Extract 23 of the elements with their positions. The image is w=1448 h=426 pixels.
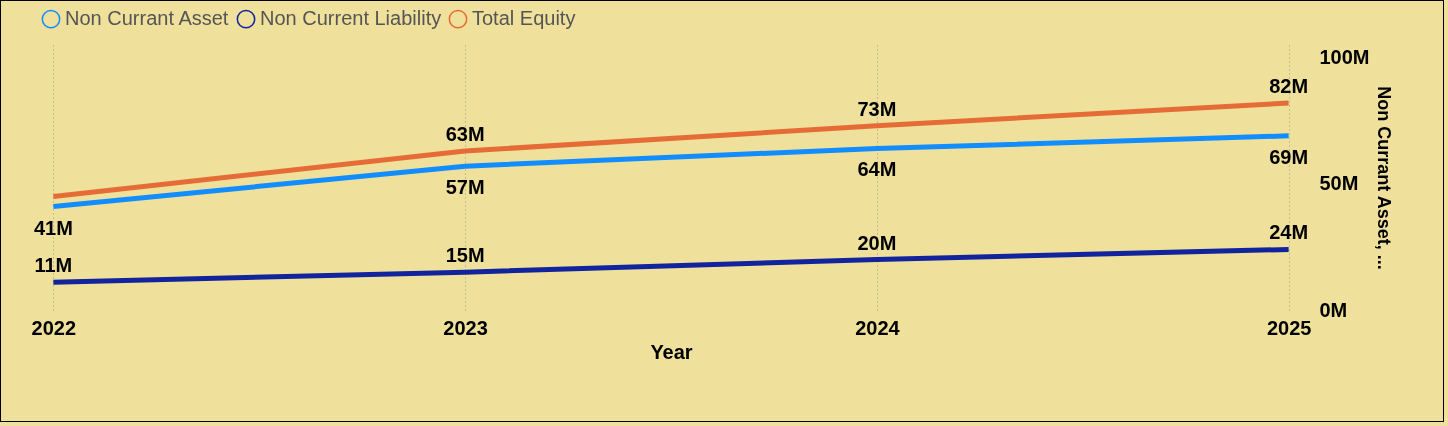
data-label: 57M [445,176,485,199]
data-label: 63M [445,123,485,145]
data-label: 69M [1269,145,1309,168]
data-label: 82M [1269,75,1309,98]
legend-label: Non Current Liability [260,7,442,30]
x-tick-label: 2024 [855,316,901,339]
data-label: 64M [857,158,897,181]
y-tick-label: 50M [1319,172,1359,195]
data-label: 41M [33,216,73,239]
data-label: 20M [857,231,897,254]
y-axis-title: Non Currant Asset, ... [1373,86,1394,270]
data-label: 73M [857,97,897,120]
legend-label: Non Currant Asset [65,7,229,30]
x-tick-label: 2023 [443,316,488,339]
x-tick-label: 2025 [1266,316,1312,339]
data-label: 11M [34,254,73,277]
y-tick-label: 0M [1319,298,1348,321]
legend-label: Total Equity [472,7,576,30]
x-axis-title: Year [650,340,693,363]
data-label: 24M [1269,221,1309,244]
x-tick-label: 2022 [31,316,77,339]
y-tick-label: 100M [1319,46,1370,69]
data-label: 15M [445,244,485,267]
